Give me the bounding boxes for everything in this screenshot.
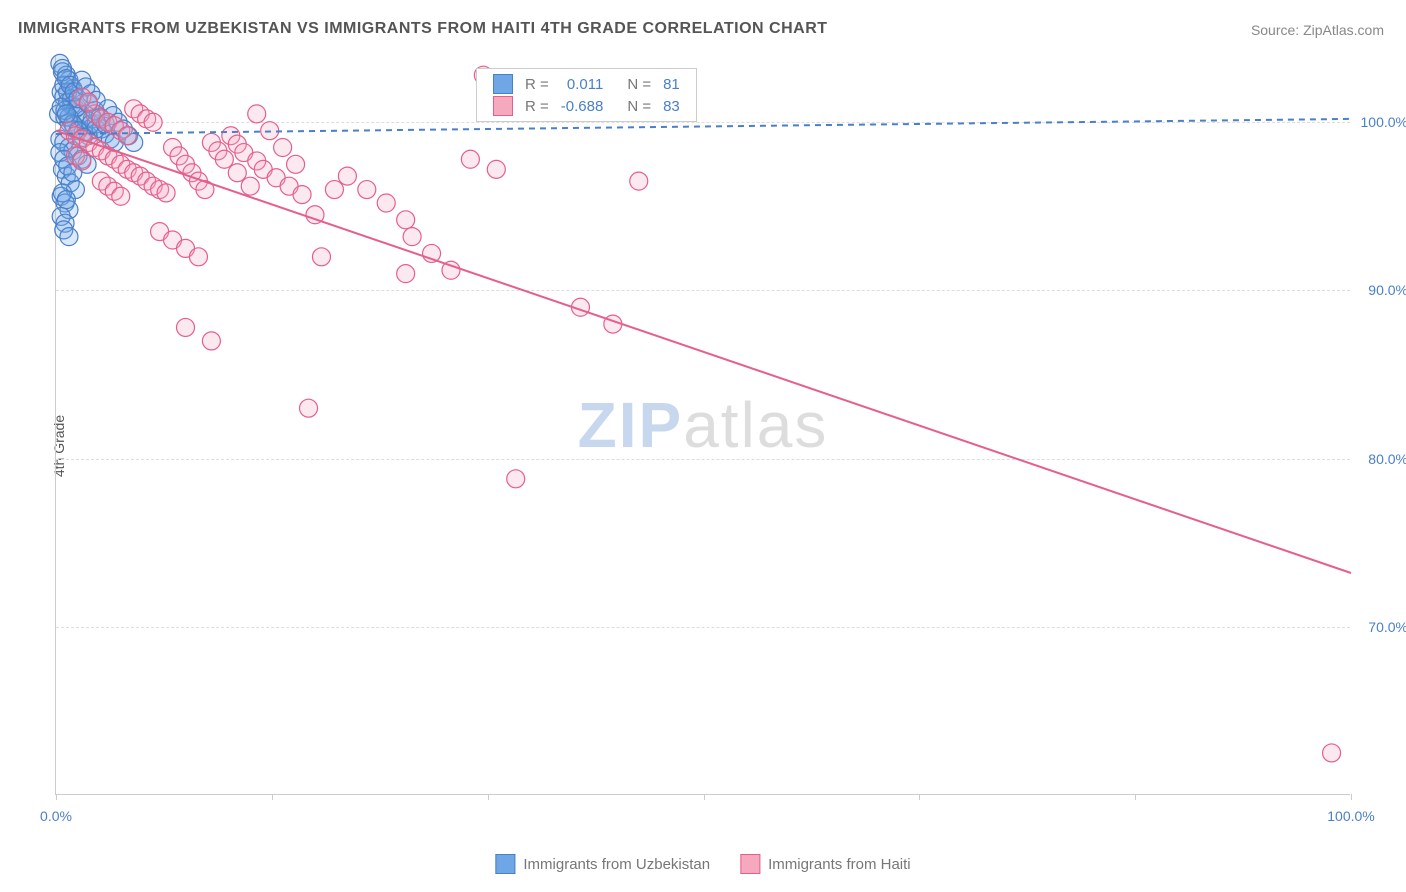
bottom-legend-item-2: Immigrants from Haiti [740, 854, 911, 874]
legend-swatch-series-2 [493, 96, 513, 116]
n-label-1: N = [621, 73, 657, 95]
r-label-2: R = [519, 95, 555, 117]
xtick-mark [56, 794, 57, 800]
scatter-point [241, 177, 259, 195]
scatter-point [228, 164, 246, 182]
scatter-point [507, 470, 525, 488]
scatter-point [215, 150, 233, 168]
bottom-legend-item-1: Immigrants from Uzbekistan [495, 854, 710, 874]
stats-legend: R = 0.011 N = 81 R = -0.688 N = 83 [476, 68, 697, 122]
scatter-point [57, 105, 75, 123]
stats-legend-row-2: R = -0.688 N = 83 [487, 95, 686, 117]
scatter-point [338, 167, 356, 185]
ytick-label: 90.0% [1368, 282, 1406, 298]
source-name: ZipAtlas.com [1303, 22, 1384, 38]
scatter-point [202, 332, 220, 350]
r-label-1: R = [519, 73, 555, 95]
plot-area: ZIPatlas 70.0%80.0%90.0%100.0%0.0%100.0%… [55, 55, 1350, 795]
xtick-mark [919, 794, 920, 800]
scatter-point [287, 155, 305, 173]
source-label: Source: [1251, 22, 1299, 38]
regression-line [56, 119, 1351, 134]
regression-line [56, 131, 1351, 573]
scatter-point [73, 152, 91, 170]
ytick-label: 100.0% [1361, 114, 1406, 130]
stats-legend-table: R = 0.011 N = 81 R = -0.688 N = 83 [487, 73, 686, 117]
scatter-point [60, 228, 78, 246]
n-value-1: 81 [657, 73, 686, 95]
xtick-mark [488, 794, 489, 800]
scatter-point [79, 93, 97, 111]
scatter-point [189, 248, 207, 266]
scatter-point [358, 181, 376, 199]
scatter-point [403, 228, 421, 246]
scatter-point [1323, 744, 1341, 762]
bottom-legend: Immigrants from Uzbekistan Immigrants fr… [495, 854, 910, 874]
scatter-point [397, 265, 415, 283]
bottom-legend-label-2: Immigrants from Haiti [768, 856, 911, 873]
scatter-point [377, 194, 395, 212]
scatter-point [57, 191, 75, 209]
xtick-mark [272, 794, 273, 800]
ytick-label: 70.0% [1368, 619, 1406, 635]
n-label-2: N = [621, 95, 657, 117]
chart-title: IMMIGRANTS FROM UZBEKISTAN VS IMMIGRANTS… [18, 20, 828, 38]
xtick-label: 100.0% [1327, 808, 1374, 824]
bottom-legend-swatch-1 [495, 854, 515, 874]
scatter-point [112, 187, 130, 205]
bottom-legend-label-1: Immigrants from Uzbekistan [523, 856, 710, 873]
scatter-point [157, 184, 175, 202]
source-attribution: Source: ZipAtlas.com [1251, 22, 1384, 38]
scatter-point [248, 105, 266, 123]
stats-legend-row-1: R = 0.011 N = 81 [487, 73, 686, 95]
scatter-point [312, 248, 330, 266]
xtick-mark [1135, 794, 1136, 800]
scatter-point [274, 139, 292, 157]
plot-svg [56, 55, 1350, 794]
scatter-point [397, 211, 415, 229]
scatter-point [325, 181, 343, 199]
ytick-label: 80.0% [1368, 451, 1406, 467]
scatter-point [177, 318, 195, 336]
scatter-point [144, 113, 162, 131]
n-value-2: 83 [657, 95, 686, 117]
scatter-point [118, 127, 136, 145]
scatter-point [461, 150, 479, 168]
scatter-point [293, 186, 311, 204]
xtick-mark [1351, 794, 1352, 800]
scatter-point [300, 399, 318, 417]
r-value-1: 0.011 [555, 73, 610, 95]
legend-swatch-series-1 [493, 74, 513, 94]
r-value-2: -0.688 [555, 95, 610, 117]
xtick-mark [704, 794, 705, 800]
scatter-point [487, 160, 505, 178]
bottom-legend-swatch-2 [740, 854, 760, 874]
chart-container: IMMIGRANTS FROM UZBEKISTAN VS IMMIGRANTS… [0, 0, 1406, 892]
xtick-label: 0.0% [40, 808, 72, 824]
scatter-point [630, 172, 648, 190]
